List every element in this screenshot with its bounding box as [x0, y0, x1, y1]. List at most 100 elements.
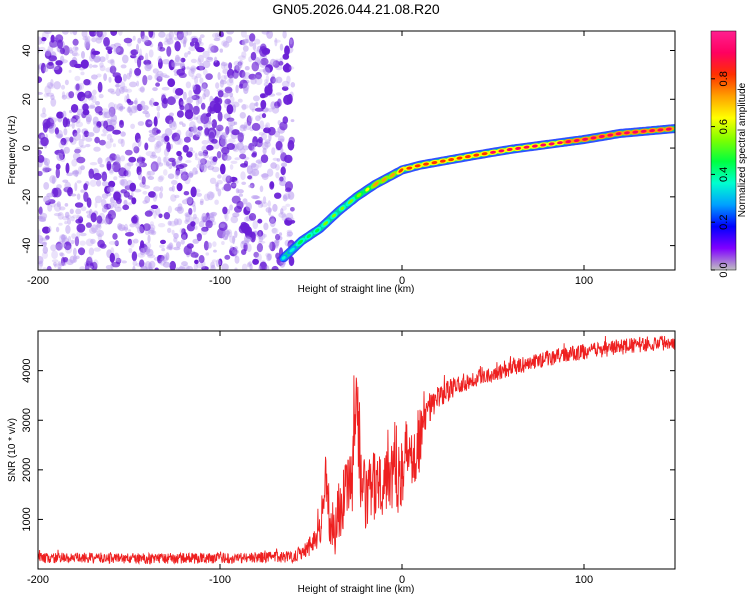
noise-blob — [38, 206, 43, 215]
noise-blob — [207, 105, 212, 115]
noise-blob — [269, 214, 275, 223]
noise-blob — [124, 88, 133, 93]
ridge-core — [607, 133, 614, 137]
noise-blob — [197, 54, 204, 63]
ridge-core — [649, 129, 656, 133]
noise-blob — [55, 167, 60, 179]
noise-blob — [160, 255, 168, 262]
noise-blob — [97, 233, 102, 242]
noise-blob — [246, 115, 252, 126]
noise-blob — [76, 108, 84, 116]
noise-blob — [109, 153, 117, 161]
noise-blob — [96, 215, 103, 224]
noise-blob — [185, 213, 190, 223]
noise-blob — [159, 191, 163, 199]
noise-blob — [98, 93, 104, 99]
noise-blob — [188, 90, 193, 98]
noise-blob — [269, 216, 277, 224]
noise-blob — [205, 73, 213, 80]
noise-blob — [109, 58, 115, 65]
noise-blob — [66, 123, 72, 127]
noise-blob — [155, 82, 161, 87]
noise-blob — [112, 129, 121, 135]
noise-blob — [107, 209, 117, 220]
noise-blob — [264, 124, 269, 128]
noise-blob — [184, 52, 188, 58]
noise-blob — [69, 255, 76, 264]
noise-blob — [139, 48, 142, 58]
noise-blob — [85, 137, 93, 142]
snr-line — [38, 335, 675, 566]
noise-blob — [137, 121, 145, 126]
noise-blob — [182, 31, 189, 37]
noise-blob — [176, 110, 184, 118]
noise-blob — [203, 154, 210, 159]
noise-blob — [270, 76, 276, 84]
noise-blob — [166, 38, 174, 45]
ridge-core — [598, 134, 605, 139]
noise-blob — [228, 124, 234, 132]
noise-blob — [49, 117, 57, 124]
noise-blob — [188, 45, 197, 52]
noise-blob — [107, 59, 114, 64]
noise-blob — [243, 38, 249, 44]
noise-blob — [75, 121, 84, 128]
noise-blob — [156, 140, 164, 147]
noise-blob — [152, 87, 158, 92]
noise-blob — [126, 72, 131, 80]
ridge-core — [540, 143, 547, 147]
y-tick-label: -20 — [21, 189, 33, 205]
noise-blob — [110, 215, 116, 219]
noise-blob — [96, 229, 104, 237]
noise-blob — [252, 258, 259, 265]
noise-blob — [85, 91, 90, 95]
noise-blob — [253, 49, 261, 54]
noise-blob — [174, 54, 180, 63]
noise-blob — [159, 186, 164, 192]
noise-blob — [219, 223, 226, 228]
noise-blob — [216, 151, 222, 159]
y-tick-label: 4000 — [21, 358, 33, 382]
noise-blob — [130, 105, 137, 114]
noise-blob — [223, 74, 228, 80]
noise-blob — [44, 168, 50, 173]
noise-blob — [106, 186, 114, 193]
ridge-core — [582, 137, 589, 141]
noise-blob — [121, 88, 129, 93]
noise-blob — [167, 220, 172, 226]
noise-blob — [178, 97, 184, 108]
noise-blob — [288, 217, 295, 221]
noise-blob — [227, 118, 236, 127]
noise-blob — [224, 254, 231, 260]
noise-blob — [54, 263, 57, 268]
noise-blob — [158, 31, 166, 38]
noise-blob — [159, 244, 165, 249]
noise-blob — [221, 146, 230, 155]
noise-blob — [161, 248, 166, 252]
noise-blob — [144, 261, 152, 270]
ridge-core — [573, 138, 580, 143]
noise-blob — [60, 47, 65, 55]
noise-blob — [60, 234, 68, 240]
noise-blob — [69, 49, 74, 54]
noise-blob — [104, 157, 113, 165]
noise-blob — [64, 221, 68, 225]
noise-blob — [260, 57, 269, 66]
noise-blob — [178, 266, 186, 270]
noise-blob — [244, 236, 252, 243]
noise-blob — [131, 216, 138, 224]
noise-blob — [217, 174, 222, 179]
noise-blob — [133, 238, 139, 244]
noise-blob — [180, 239, 185, 245]
noise-blob — [81, 31, 88, 38]
noise-blob — [157, 156, 162, 165]
noise-blob — [147, 75, 153, 81]
noise-blob — [266, 168, 274, 177]
noise-blob — [154, 267, 159, 270]
noise-blob — [79, 240, 86, 246]
noise-blob — [263, 82, 269, 87]
noise-blob — [109, 138, 114, 143]
noise-blob — [88, 256, 93, 262]
noise-blob — [99, 163, 105, 168]
noise-blob — [209, 177, 217, 184]
